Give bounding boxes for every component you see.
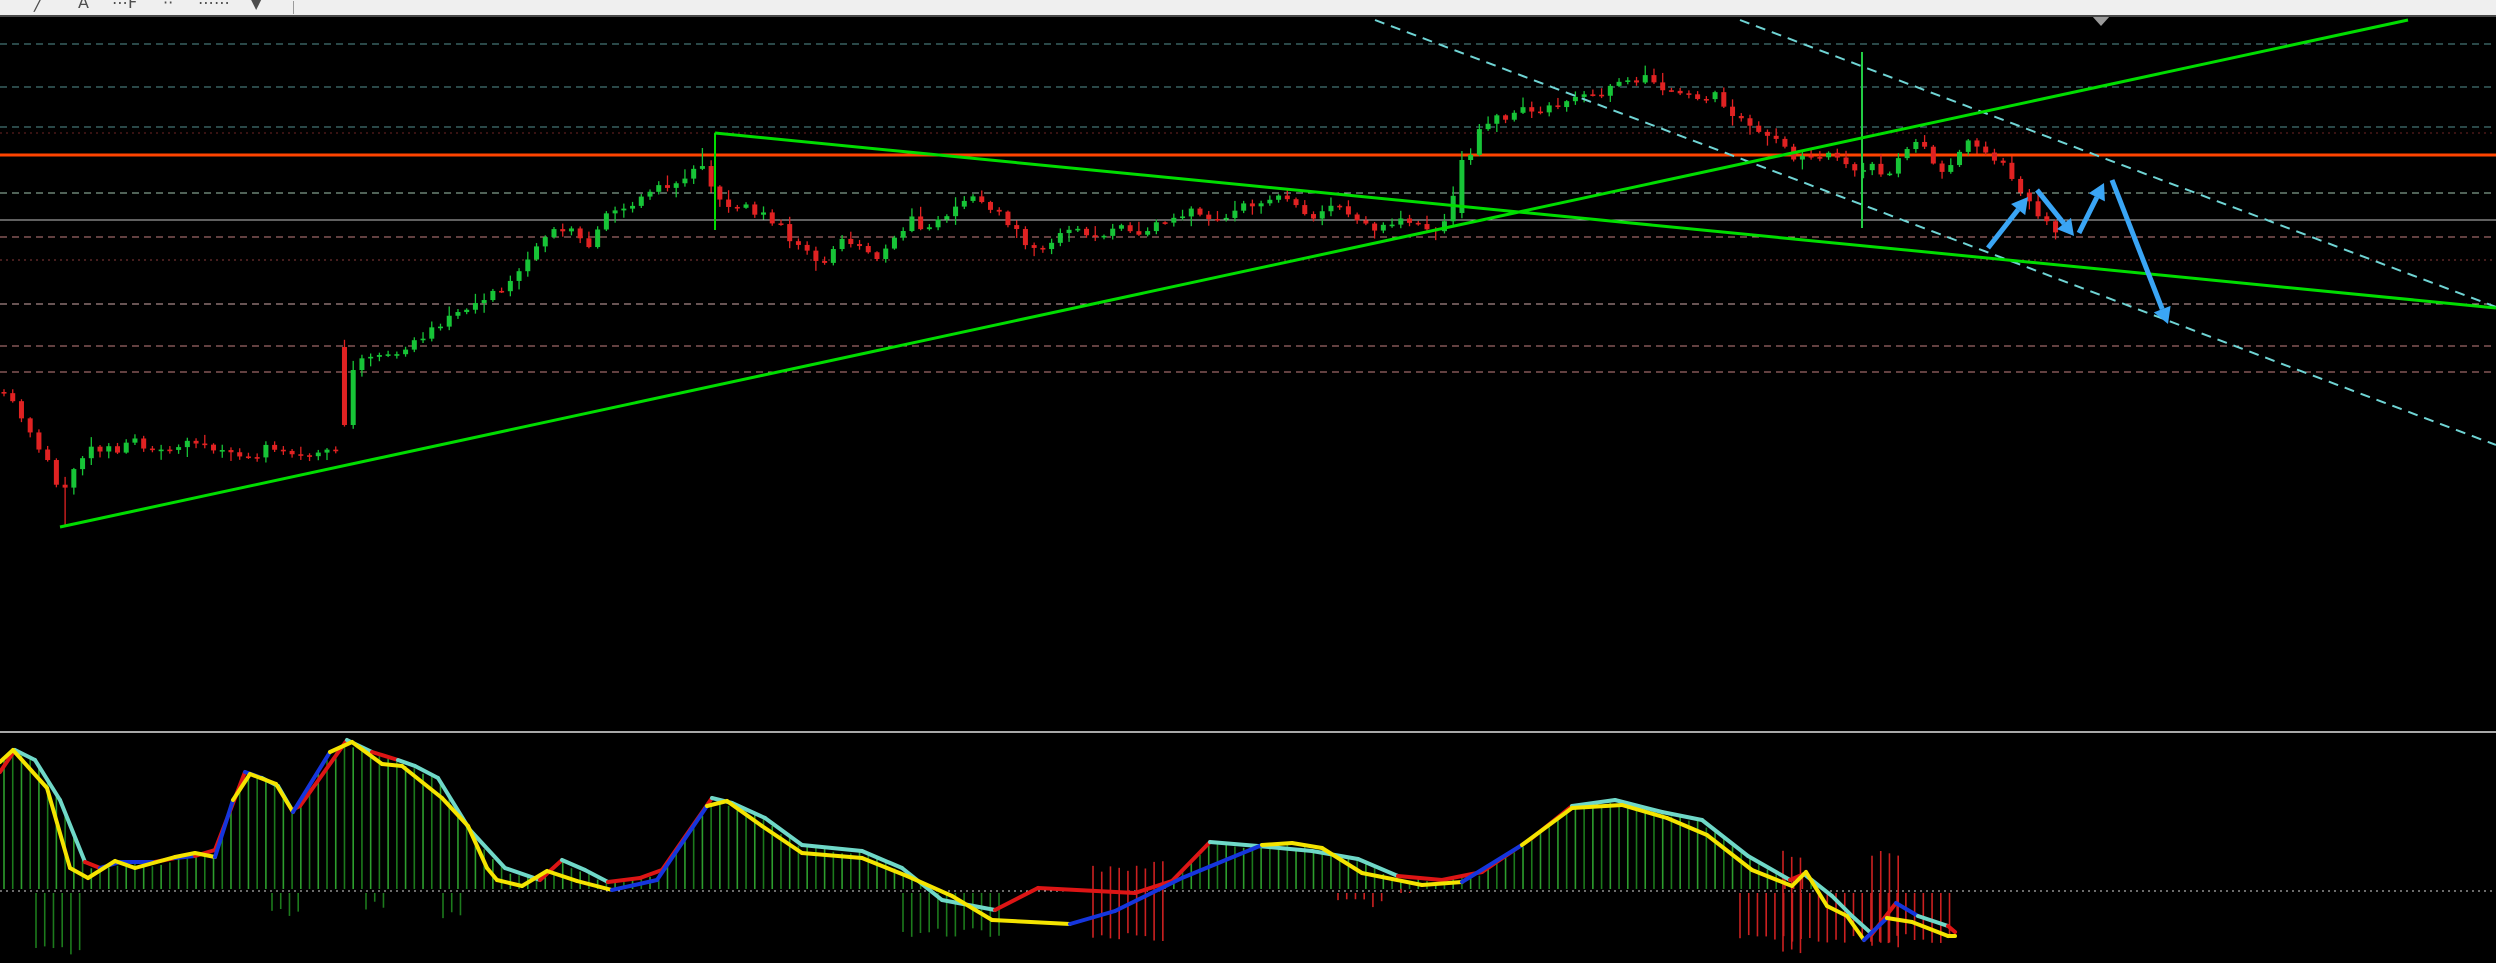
chart-shift-marker[interactable] — [2092, 16, 2110, 26]
forecast-arrow[interactable] — [2035, 188, 2066, 226]
descending-trendline[interactable] — [714, 131, 2496, 310]
forecast-arrow-head[interactable] — [2011, 197, 2028, 216]
forecast-arrow[interactable] — [2076, 196, 2100, 235]
arrows-dropdown-icon[interactable]: ▼ — [250, 0, 263, 12]
level-lines — [0, 43, 2496, 373]
toolbar-separator — [293, 1, 294, 14]
candles — [1, 52, 2059, 527]
ellipse-icon[interactable]: ·· — [163, 0, 174, 12]
trend-lines — [59, 18, 2496, 529]
line-studies-toolbar: ╱ A ⋯F ·· ⋯⋯ ▼ — [0, 0, 2496, 17]
text-label-icon[interactable]: A — [78, 0, 89, 12]
trendline-icon[interactable]: ╱ — [34, 0, 44, 12]
forecast-arrow-head[interactable] — [2088, 183, 2105, 202]
channel-lines — [1374, 19, 2496, 446]
fibonacci-icon[interactable]: ⋯F — [112, 0, 138, 12]
ascending-trendline[interactable] — [59, 18, 2409, 529]
forecast-arrows — [1986, 179, 2171, 324]
forecast-arrow[interactable] — [1986, 208, 2021, 250]
channel-upper[interactable] — [1374, 19, 2496, 446]
shapes-icon[interactable]: ⋯⋯ — [198, 0, 230, 12]
indicator-histogram — [3, 746, 1951, 955]
forecast-arrow-head[interactable] — [2056, 217, 2074, 236]
indicator-signal-lines — [0, 738, 1957, 942]
forecast-arrow-head[interactable] — [2153, 305, 2171, 324]
forecast-arrow[interactable] — [2109, 179, 2165, 310]
